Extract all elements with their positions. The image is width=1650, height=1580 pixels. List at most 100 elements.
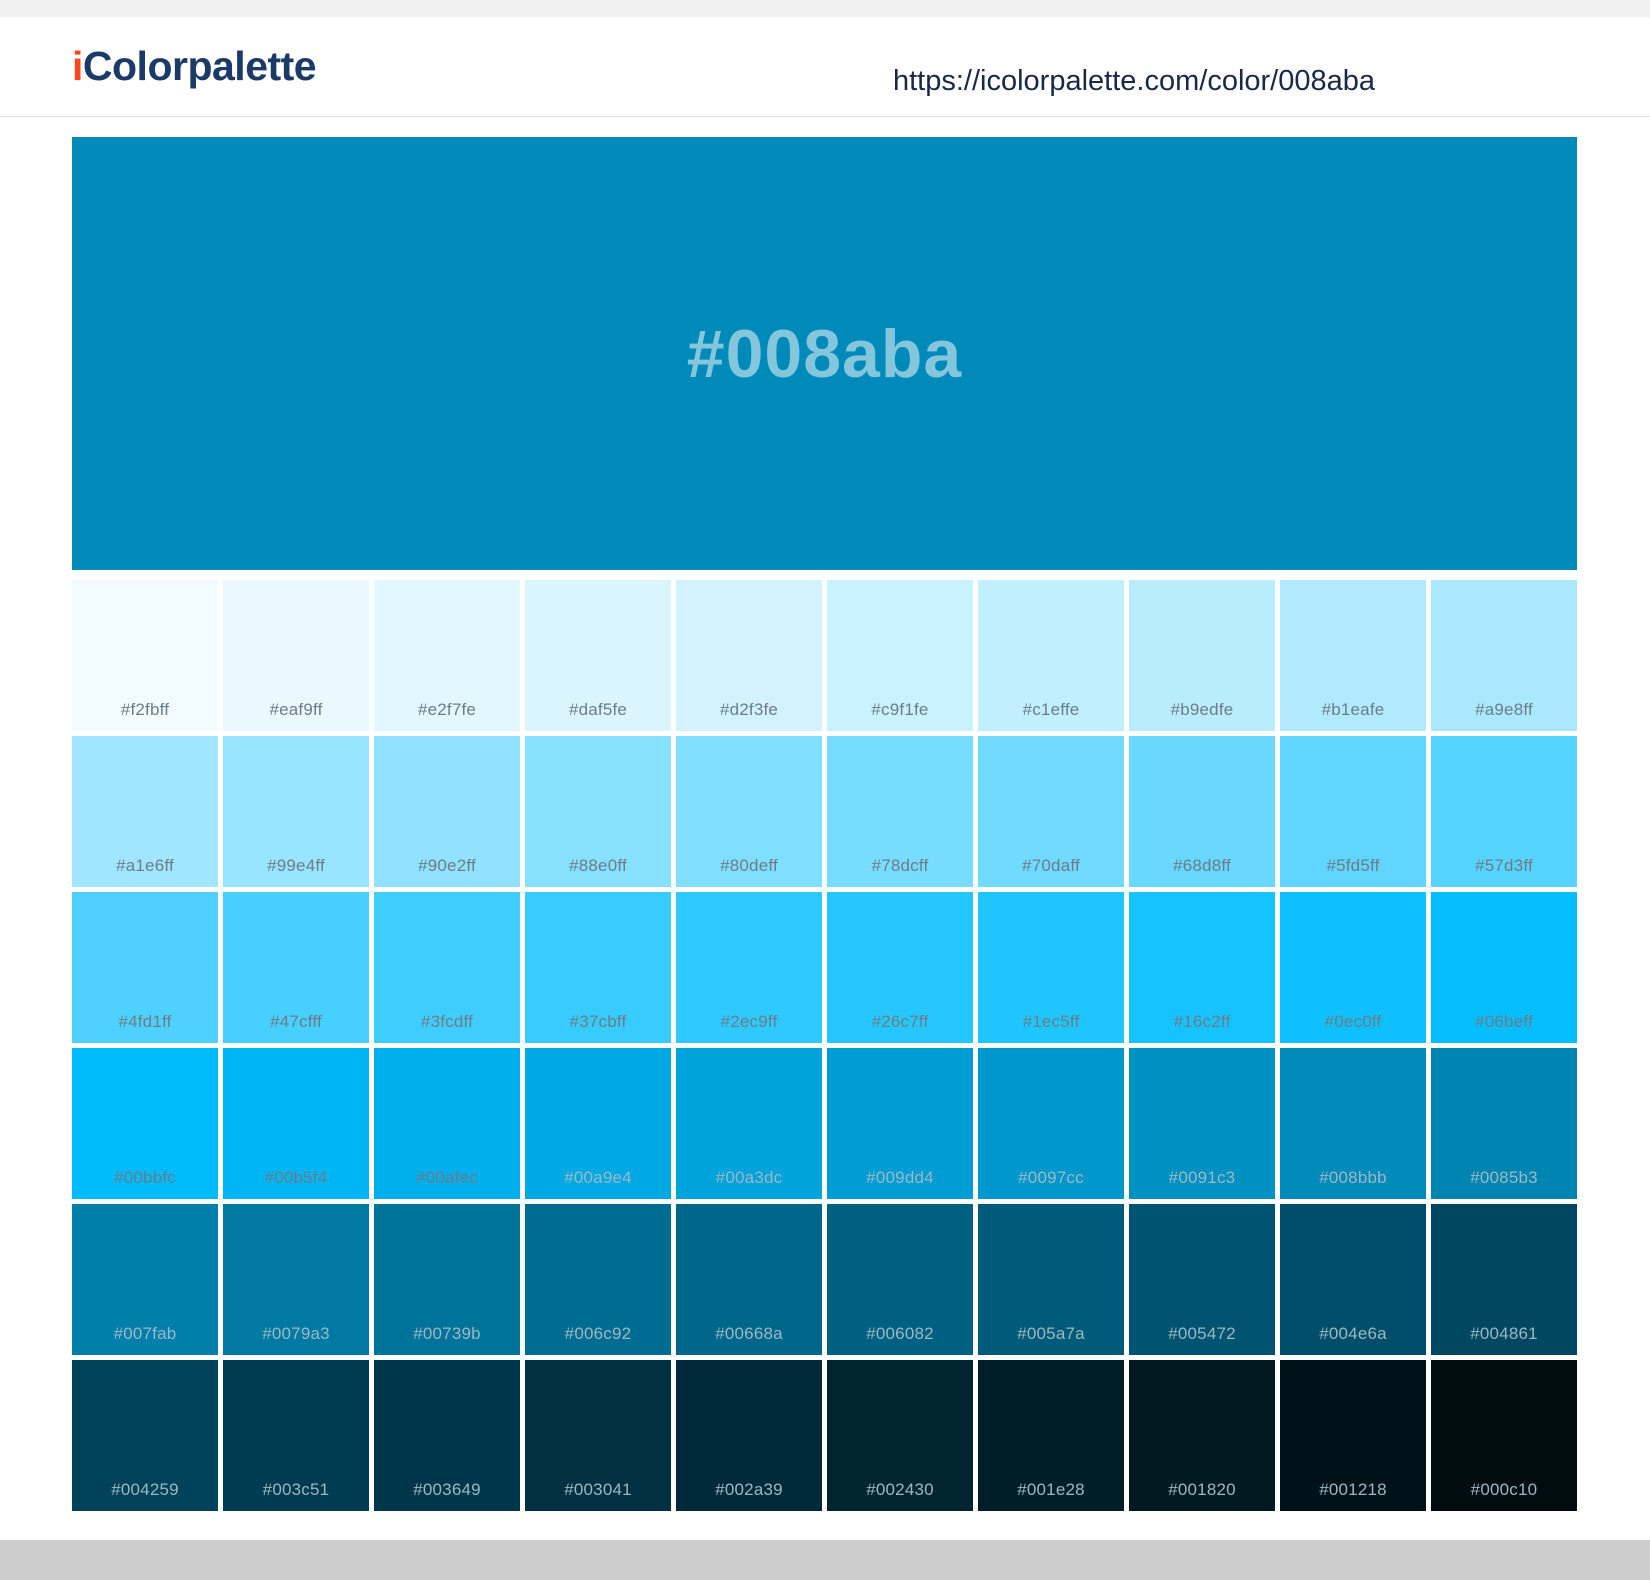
swatch-cell[interactable]: #005a7a bbox=[978, 1204, 1124, 1355]
swatch-cell[interactable]: #4fd1ff bbox=[72, 892, 218, 1043]
swatch-cell[interactable]: #004259 bbox=[72, 1360, 218, 1511]
swatch-cell[interactable]: #000c10 bbox=[1431, 1360, 1577, 1511]
swatch-label: #5fd5ff bbox=[1326, 856, 1380, 875]
swatch-label: #2ec9ff bbox=[720, 1012, 778, 1031]
swatch-label: #007fab bbox=[113, 1324, 177, 1343]
swatch-cell[interactable]: #002a39 bbox=[676, 1360, 822, 1511]
swatch-cell[interactable]: #e2f7fe bbox=[374, 580, 520, 731]
swatch-cell[interactable]: #b1eafe bbox=[1280, 580, 1426, 731]
swatch-cell[interactable]: #00739b bbox=[374, 1204, 520, 1355]
swatch-cell[interactable]: #99e4ff bbox=[223, 736, 369, 887]
swatch-cell[interactable]: #001e28 bbox=[978, 1360, 1124, 1511]
swatch-cell[interactable]: #a9e8ff bbox=[1431, 580, 1577, 731]
swatch-label: #003041 bbox=[564, 1480, 632, 1499]
swatch-cell[interactable]: #68d8ff bbox=[1129, 736, 1275, 887]
swatch-cell[interactable]: #003c51 bbox=[223, 1360, 369, 1511]
swatch-cell[interactable]: #0097cc bbox=[978, 1048, 1124, 1199]
swatch-cell[interactable]: #16c2ff bbox=[1129, 892, 1275, 1043]
swatch-cell[interactable]: #3fcdff bbox=[374, 892, 520, 1043]
swatch-cell[interactable]: #2ec9ff bbox=[676, 892, 822, 1043]
swatch-cell[interactable]: #005472 bbox=[1129, 1204, 1275, 1355]
swatch-cell[interactable]: #f2fbff bbox=[72, 580, 218, 731]
swatch-cell[interactable]: #b9edfe bbox=[1129, 580, 1275, 731]
swatch-cell[interactable]: #009dd4 bbox=[827, 1048, 973, 1199]
top-strip bbox=[0, 0, 1650, 17]
swatch-cell[interactable]: #001820 bbox=[1129, 1360, 1275, 1511]
swatch-cell[interactable]: #90e2ff bbox=[374, 736, 520, 887]
swatch-cell[interactable]: #70daff bbox=[978, 736, 1124, 887]
swatch-label: #4fd1ff bbox=[118, 1012, 172, 1031]
site-logo[interactable]: iColorpalette bbox=[72, 43, 317, 90]
swatch-label: #002a39 bbox=[715, 1480, 783, 1499]
bottom-bar bbox=[0, 1540, 1650, 1580]
swatch-label: #009dd4 bbox=[866, 1168, 934, 1187]
swatch-cell[interactable]: #007fab bbox=[72, 1204, 218, 1355]
swatch-cell[interactable]: #78dcff bbox=[827, 736, 973, 887]
hero-hex-label: #008aba bbox=[686, 315, 963, 392]
swatch-label: #003649 bbox=[413, 1480, 481, 1499]
swatch-label: #004259 bbox=[111, 1480, 179, 1499]
swatch-cell[interactable]: #daf5fe bbox=[525, 580, 671, 731]
page-url: https://icolorpalette.com/color/008aba bbox=[893, 65, 1375, 97]
swatch-cell[interactable]: #003041 bbox=[525, 1360, 671, 1511]
swatch-label: #57d3ff bbox=[1475, 856, 1533, 875]
swatch-cell[interactable]: #001218 bbox=[1280, 1360, 1426, 1511]
swatch-cell[interactable]: #eaf9ff bbox=[223, 580, 369, 731]
swatch-cell[interactable]: #00a3dc bbox=[676, 1048, 822, 1199]
swatch-cell[interactable]: #26c7ff bbox=[827, 892, 973, 1043]
swatch-cell[interactable]: #c9f1fe bbox=[827, 580, 973, 731]
swatch-cell[interactable]: #0ec0ff bbox=[1280, 892, 1426, 1043]
swatch-cell[interactable]: #57d3ff bbox=[1431, 736, 1577, 887]
swatch-cell[interactable]: #d2f3fe bbox=[676, 580, 822, 731]
swatch-cell[interactable]: #006c92 bbox=[525, 1204, 671, 1355]
swatch-cell[interactable]: #80deff bbox=[676, 736, 822, 887]
swatch-label: #001218 bbox=[1319, 1480, 1387, 1499]
swatch-label: #0097cc bbox=[1018, 1168, 1084, 1187]
swatch-cell[interactable]: #0091c3 bbox=[1129, 1048, 1275, 1199]
swatch-cell[interactable]: #00668a bbox=[676, 1204, 822, 1355]
swatch-cell[interactable]: #00afec bbox=[374, 1048, 520, 1199]
swatch-label: #37cbff bbox=[569, 1012, 627, 1031]
site-logo-text: Colorpalette bbox=[82, 43, 317, 89]
swatch-cell[interactable]: #47cfff bbox=[223, 892, 369, 1043]
swatch-label: #daf5fe bbox=[568, 700, 628, 719]
swatch-cell[interactable]: #1ec5ff bbox=[978, 892, 1124, 1043]
swatch-label: #78dcff bbox=[871, 856, 929, 875]
swatch-cell[interactable]: #0079a3 bbox=[223, 1204, 369, 1355]
swatch-label: #0085b3 bbox=[1470, 1168, 1538, 1187]
swatch-cell[interactable]: #c1effe bbox=[978, 580, 1124, 731]
swatch-label: #a1e6ff bbox=[116, 856, 174, 875]
swatch-label: #3fcdff bbox=[420, 1012, 474, 1031]
swatch-label: #00bbfc bbox=[114, 1168, 176, 1187]
swatch-label: #001820 bbox=[1168, 1480, 1236, 1499]
hero-color-swatch: #008aba bbox=[72, 137, 1577, 570]
swatch-cell[interactable]: #0085b3 bbox=[1431, 1048, 1577, 1199]
swatch-cell[interactable]: #006082 bbox=[827, 1204, 973, 1355]
swatch-label: #c9f1fe bbox=[871, 700, 929, 719]
swatch-label: #00a9e4 bbox=[564, 1168, 632, 1187]
swatch-cell[interactable]: #00b5f4 bbox=[223, 1048, 369, 1199]
swatch-label: #008bbb bbox=[1319, 1168, 1387, 1187]
swatch-cell[interactable]: #37cbff bbox=[525, 892, 671, 1043]
swatch-label: #c1effe bbox=[1022, 700, 1080, 719]
swatch-cell[interactable]: #a1e6ff bbox=[72, 736, 218, 887]
swatch-label: #005472 bbox=[1168, 1324, 1236, 1343]
swatch-cell[interactable]: #003649 bbox=[374, 1360, 520, 1511]
swatch-cell[interactable]: #5fd5ff bbox=[1280, 736, 1426, 887]
swatch-cell[interactable]: #008bbb bbox=[1280, 1048, 1426, 1199]
swatch-label: #004861 bbox=[1470, 1324, 1538, 1343]
swatch-cell[interactable]: #00bbfc bbox=[72, 1048, 218, 1199]
swatch-cell[interactable]: #002430 bbox=[827, 1360, 973, 1511]
swatch-cell[interactable]: #06beff bbox=[1431, 892, 1577, 1043]
swatch-label: #f2fbff bbox=[120, 700, 170, 719]
swatch-cell[interactable]: #88e0ff bbox=[525, 736, 671, 887]
swatch-cell[interactable]: #00a9e4 bbox=[525, 1048, 671, 1199]
swatch-cell[interactable]: #004861 bbox=[1431, 1204, 1577, 1355]
swatch-label: #99e4ff bbox=[267, 856, 325, 875]
swatch-label: #001e28 bbox=[1017, 1480, 1085, 1499]
swatch-cell[interactable]: #004e6a bbox=[1280, 1204, 1426, 1355]
site-logo-prefix: i bbox=[72, 43, 83, 89]
swatch-label: #47cfff bbox=[270, 1012, 322, 1031]
swatch-label: #a9e8ff bbox=[1475, 700, 1533, 719]
swatch-label: #16c2ff bbox=[1173, 1012, 1231, 1031]
